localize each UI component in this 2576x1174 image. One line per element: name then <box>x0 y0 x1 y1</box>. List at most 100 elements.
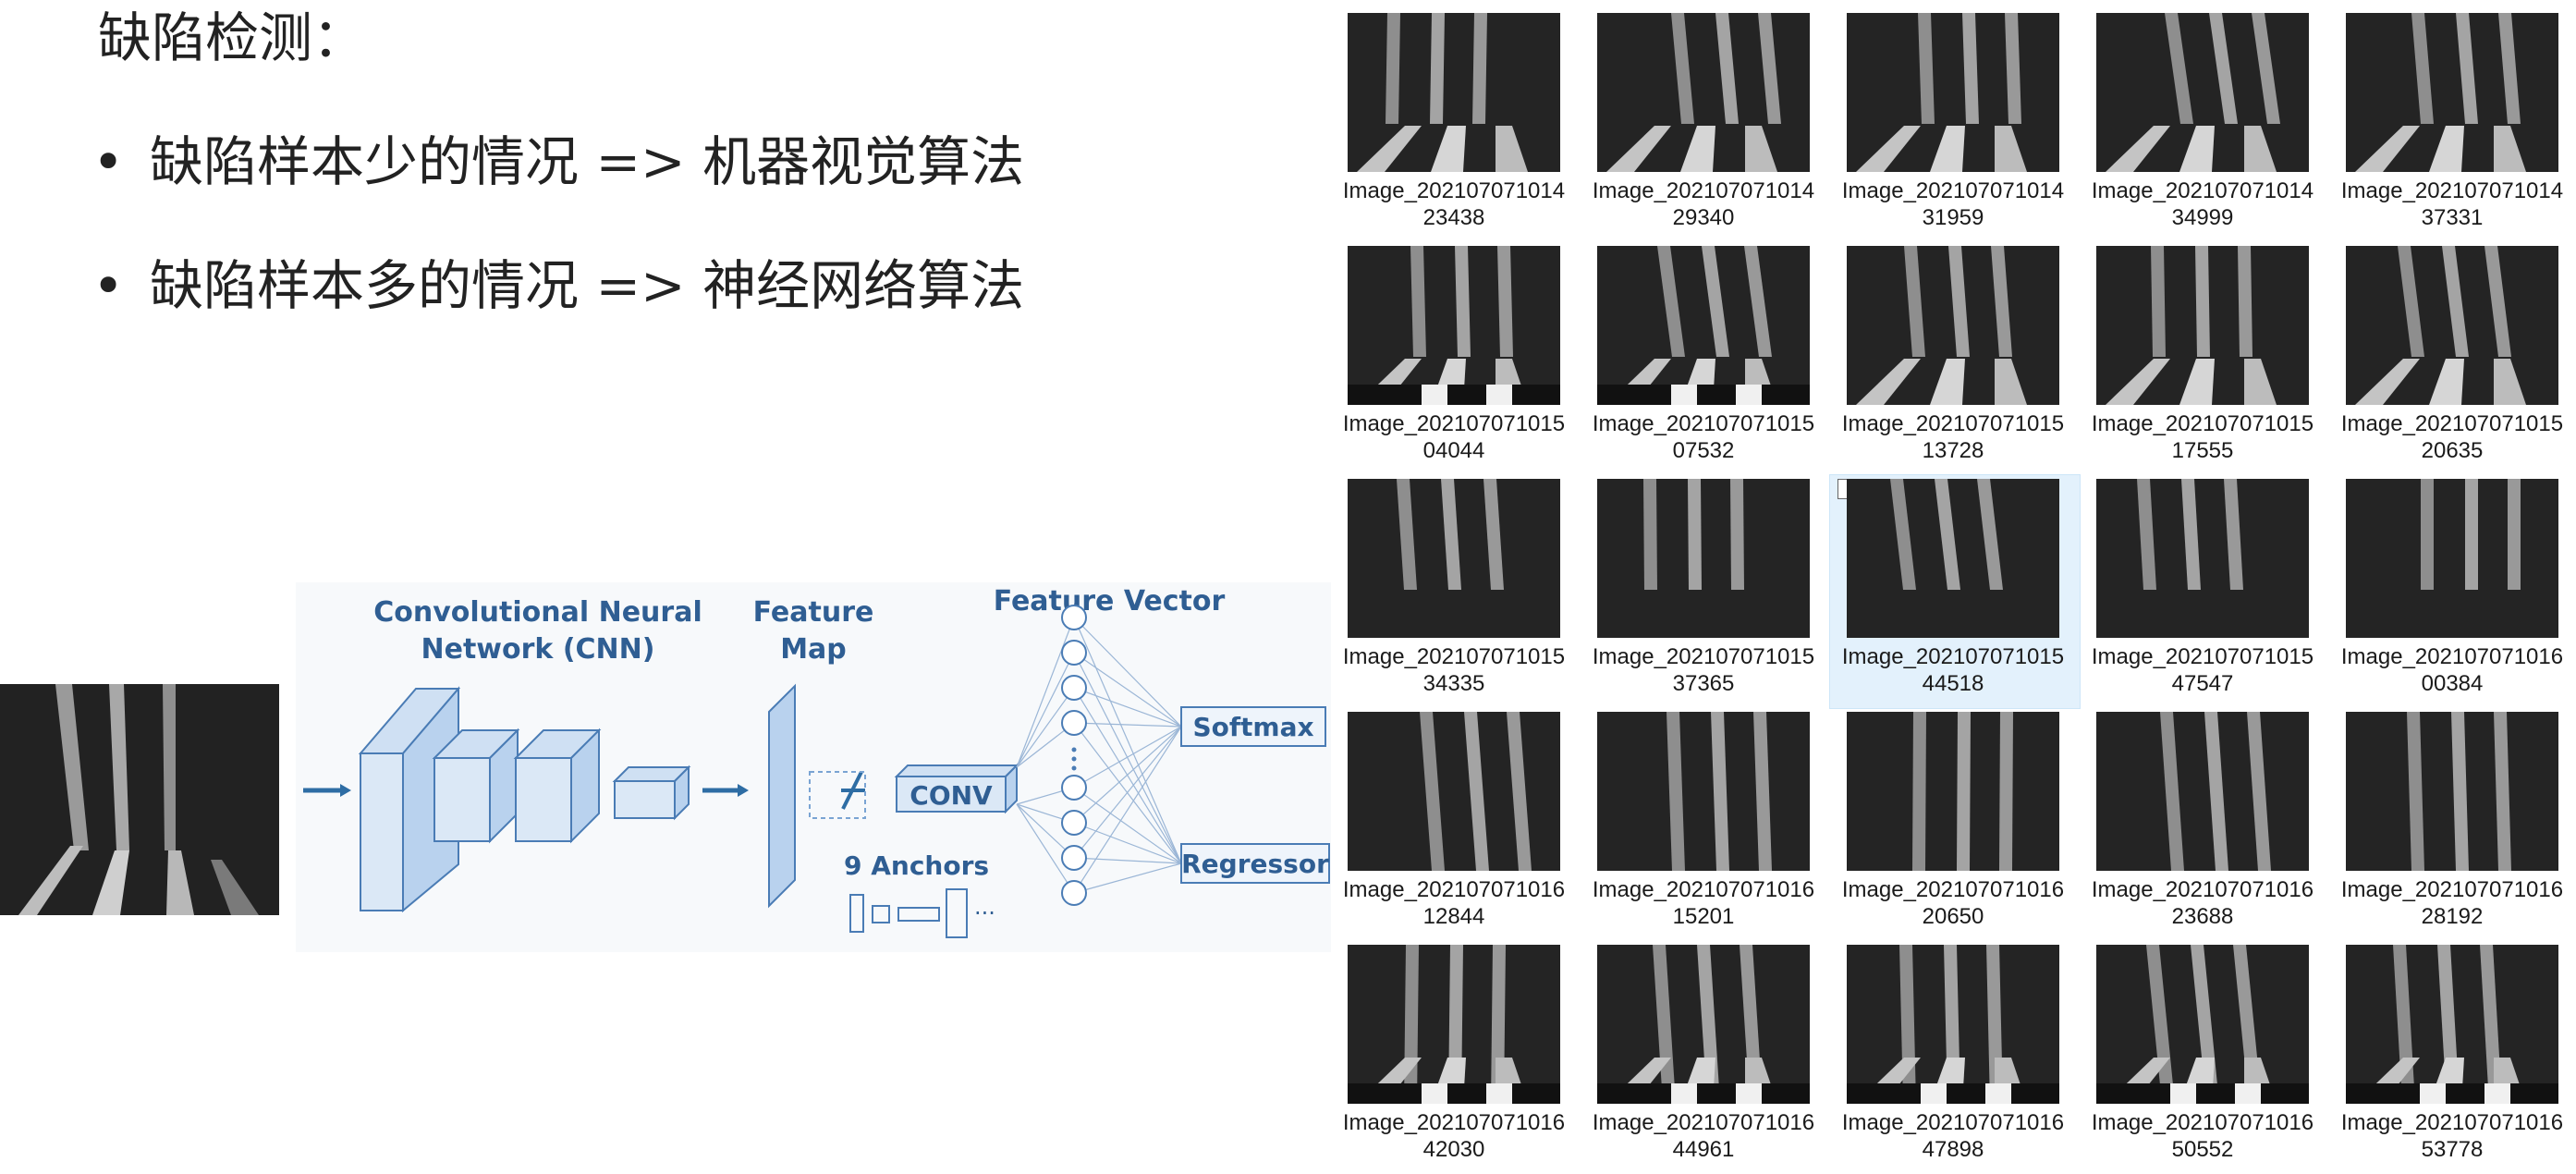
thumbnail-filename: Image_202107071016 <box>1592 877 1815 902</box>
feature-vector-label: Feature Vector <box>994 585 1226 618</box>
conv-box <box>894 763 1019 814</box>
thumbnail-filename-suffix: 12844 <box>1422 904 1485 929</box>
thumbnail-caption: Image_202107071016 50552 <box>2080 1109 2326 1163</box>
thumbnail-image <box>2346 479 2558 638</box>
thumbnail-filename-suffix: 17555 <box>2171 438 2234 463</box>
thumbnail-filename: Image_202107071015 <box>1342 644 1566 669</box>
image-thumbnail[interactable]: Image_202107071016 23688 <box>2080 708 2329 941</box>
thumbnail-filename-suffix: 37331 <box>2421 205 2484 230</box>
image-thumbnail[interactable]: Image_202107071014 23438 <box>1331 9 1581 242</box>
image-thumbnail[interactable]: Image_202107071015 34335 <box>1331 475 1581 708</box>
thumbnail-filename-suffix: 53778 <box>2421 1137 2484 1162</box>
image-thumbnail[interactable]: Image_202107071015 44518 <box>1829 474 2081 709</box>
cnn-blocks <box>358 686 691 913</box>
thumbnail-caption: Image_202107071014 29340 <box>1581 177 1826 231</box>
softmax-label: Softmax <box>1192 712 1313 742</box>
image-thumbnail[interactable]: Image_202107071016 00384 <box>2329 475 2576 708</box>
image-thumbnail[interactable]: Image_202107071016 47898 <box>1830 941 2080 1174</box>
thumbnail-caption: Image_202107071015 34335 <box>1331 643 1577 697</box>
image-thumbnail[interactable]: Image_202107071014 29340 <box>1581 9 1830 242</box>
thumbnail-image <box>1348 13 1560 172</box>
thumbnail-image <box>1348 945 1560 1104</box>
bullet-arrow: => <box>595 254 686 317</box>
thumbnail-image <box>1348 479 1560 638</box>
feature-arrow-icon <box>702 784 749 797</box>
thumbnail-filename: Image_202107071016 <box>1841 877 2065 902</box>
image-thumbnail[interactable]: Image_202107071015 07532 <box>1581 242 1830 475</box>
thumbnail-caption: Image_202107071014 34999 <box>2080 177 2326 231</box>
thumbnail-caption: Image_202107071014 23438 <box>1331 177 1577 231</box>
image-thumbnail[interactable]: Image_202107071014 34999 <box>2080 9 2329 242</box>
bullet-method: 神经网络算法 <box>702 254 1025 317</box>
feature-map-plane <box>768 683 796 909</box>
thumbnail-caption: Image_202107071015 44518 <box>1830 643 2076 697</box>
thumbnail-image <box>2096 712 2309 871</box>
image-thumbnail[interactable]: Image_202107071016 42030 <box>1331 941 1581 1174</box>
thumbnail-caption: Image_202107071016 42030 <box>1331 1109 1577 1163</box>
thumbnail-filename-suffix: 31959 <box>1922 205 1984 230</box>
image-thumbnail[interactable]: Image_202107071016 50552 <box>2080 941 2329 1174</box>
image-thumbnail[interactable]: Image_202107071016 15201 <box>1581 708 1830 941</box>
image-thumbnail[interactable]: Image_202107071015 47547 <box>2080 475 2329 708</box>
thumbnail-image <box>2346 13 2558 172</box>
thumbnail-filename: Image_202107071016 <box>1841 1110 2065 1135</box>
bullet-condition: 缺陷样本少的情况 <box>150 130 580 193</box>
thumbnail-filename-suffix: 13728 <box>1922 438 1984 463</box>
fully-connected-network <box>1016 605 1182 906</box>
image-thumbnail[interactable]: Image_202107071016 12844 <box>1331 708 1581 941</box>
thumbnail-filename-suffix: 37365 <box>1672 671 1735 696</box>
thumbnail-filename: Image_202107071015 <box>2340 411 2564 436</box>
thumbnail-filename-suffix: 20635 <box>2421 438 2484 463</box>
image-thumbnail[interactable]: Image_202107071016 53778 <box>2329 941 2576 1174</box>
thumbnail-filename-suffix: 34999 <box>2171 205 2234 230</box>
defect-sample-image <box>0 684 279 915</box>
cnn-architecture-diagram: Convolutional Neural Network (CNN) Featu… <box>296 582 1331 952</box>
thumbnail-image <box>2096 13 2309 172</box>
thumbnail-filename-suffix: 20650 <box>1922 904 1984 929</box>
thumbnail-filename-suffix: 44518 <box>1922 671 1984 696</box>
thumbnail-filename: Image_202107071014 <box>2340 178 2564 203</box>
thumbnail-image <box>1597 479 1810 638</box>
thumbnail-filename: Image_202107071015 <box>1841 644 2065 669</box>
thumbnail-filename: Image_202107071014 <box>2091 178 2314 203</box>
thumbnail-image <box>2096 479 2309 638</box>
bullet-item-few-samples: • 缺陷样本少的情况 => 机器视觉算法 <box>92 118 1024 196</box>
anchors-ellipsis: ··· <box>974 900 995 926</box>
image-thumbnail[interactable]: Image_202107071015 13728 <box>1830 242 2080 475</box>
image-thumbnail[interactable]: Image_202107071016 44961 <box>1581 941 1830 1174</box>
thumbnail-image <box>1597 246 1810 405</box>
thumbnail-image <box>2346 246 2558 405</box>
image-thumbnail[interactable]: Image_202107071016 20650 <box>1830 708 2080 941</box>
thumbnail-filename: Image_202107071015 <box>2091 644 2314 669</box>
image-thumbnail[interactable]: Image_202107071015 04044 <box>1331 242 1581 475</box>
thumbnail-caption: Image_202107071016 47898 <box>1830 1109 2076 1163</box>
image-thumbnail[interactable]: Image_202107071016 28192 <box>2329 708 2576 941</box>
thumbnail-filename: Image_202107071016 <box>2340 1110 2564 1135</box>
bullet-condition: 缺陷样本多的情况 <box>150 254 580 317</box>
thumbnail-filename-suffix: 50552 <box>2171 1137 2234 1162</box>
thumbnail-filename: Image_202107071014 <box>1841 178 2065 203</box>
thumbnail-caption: Image_202107071016 44961 <box>1581 1109 1826 1163</box>
input-arrow-icon <box>303 784 351 797</box>
thumbnail-image <box>2346 712 2558 871</box>
thumbnail-filename: Image_202107071015 <box>1592 644 1815 669</box>
thumbnail-filename-suffix: 07532 <box>1672 438 1735 463</box>
cnn-title-line2: Network (CNN) <box>421 633 655 666</box>
thumbnail-caption: Image_202107071015 13728 <box>1830 410 2076 464</box>
image-thumbnail[interactable]: Image_202107071015 37365 <box>1581 475 1830 708</box>
thumbnail-image <box>1847 246 2059 405</box>
regressor-label: Regressor <box>1181 849 1329 879</box>
thumbnail-image <box>2096 945 2309 1104</box>
thumbnail-caption: Image_202107071015 20635 <box>2329 410 2575 464</box>
thumbnail-image <box>1348 712 1560 871</box>
image-thumbnail[interactable]: Image_202107071015 20635 <box>2329 242 2576 475</box>
thumbnail-filename-suffix: 15201 <box>1672 904 1735 929</box>
thumbnail-image <box>1597 712 1810 871</box>
thumbnail-filename: Image_202107071015 <box>2091 411 2314 436</box>
image-thumbnail[interactable]: Image_202107071015 17555 <box>2080 242 2329 475</box>
thumbnail-filename-suffix: 28192 <box>2421 904 2484 929</box>
image-thumbnail[interactable]: Image_202107071014 37331 <box>2329 9 2576 242</box>
image-thumbnail[interactable]: Image_202107071014 31959 <box>1830 9 2080 242</box>
thumbnail-filename-suffix: 42030 <box>1422 1137 1485 1162</box>
thumbnail-image <box>1597 13 1810 172</box>
